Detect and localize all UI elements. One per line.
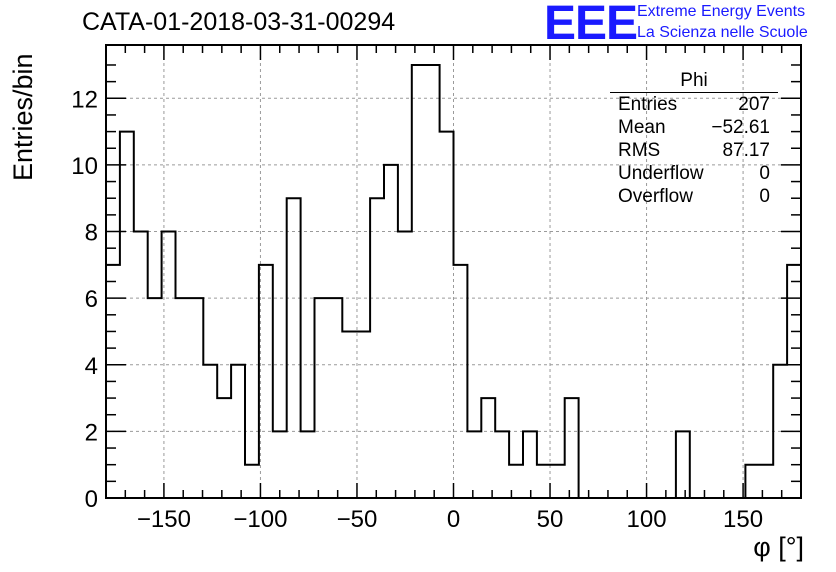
stats-row-mean: Mean −52.61 — [610, 116, 778, 139]
stats-row-overflow: Overflow 0 — [610, 185, 778, 208]
grid-lines — [106, 45, 801, 498]
stats-value: 0 — [759, 163, 770, 184]
stats-row-rms: RMS 87.17 — [610, 139, 778, 162]
y-tick-label: 4 — [85, 353, 98, 380]
stats-header: Phi — [610, 70, 778, 93]
x-tick-label: 0 — [447, 506, 460, 533]
y-tick-label: 12 — [71, 86, 98, 113]
stats-value: 0 — [759, 186, 770, 207]
y-tick-label: 0 — [85, 486, 98, 513]
x-tick-label: 150 — [723, 506, 763, 533]
stats-value: 207 — [738, 94, 770, 115]
x-tick-label: −150 — [137, 506, 191, 533]
stats-label: Underflow — [618, 163, 704, 184]
stats-label: Entries — [618, 94, 678, 115]
x-axis-label: φ [°] — [753, 532, 804, 562]
y-tick-label: 10 — [71, 153, 98, 180]
y-tick-label: 2 — [85, 419, 98, 446]
x-tick-label: −50 — [337, 506, 378, 533]
chart-title: CATA-01-2018-03-31-00294 — [82, 8, 396, 36]
y-tick-label: 8 — [85, 220, 98, 247]
x-tick-label: 100 — [627, 506, 667, 533]
stats-label: Mean — [618, 117, 666, 138]
y-tick-label: 6 — [85, 286, 98, 313]
stats-label: RMS — [618, 140, 661, 161]
stats-label: Overflow — [618, 186, 693, 207]
axis-ticks — [105, 45, 802, 499]
stats-row-entries: Entries 207 — [610, 93, 778, 116]
logo-line-2: La Scienza nelle Scuole — [637, 24, 808, 41]
logo-line-1: Extreme Energy Events — [637, 3, 806, 20]
x-tick-label: −100 — [233, 506, 287, 533]
stats-row-underflow: Underflow 0 — [610, 162, 778, 185]
stats-value: 87.17 — [722, 140, 770, 161]
stats-value: −52.61 — [711, 117, 770, 138]
eee-logo: EEE — [544, 0, 638, 50]
tick-labels: −150 −100 −50 0 50 100 150 0 2 4 6 8 10 12 — [71, 86, 763, 533]
x-tick-label: 50 — [537, 506, 564, 533]
stats-box: Phi Entries 207 Mean −52.61 RMS 87.17 Un… — [610, 70, 778, 208]
y-axis-label: Entries/bin — [8, 53, 38, 181]
